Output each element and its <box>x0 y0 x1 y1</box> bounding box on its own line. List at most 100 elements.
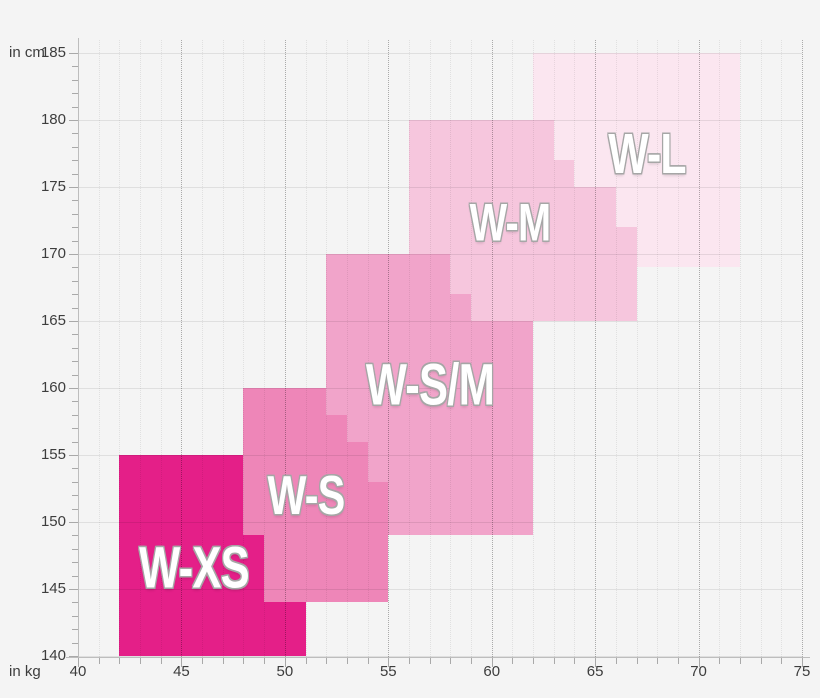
y-axis-tick <box>72 347 78 349</box>
x-axis-tick <box>264 658 266 664</box>
y-axis-tick <box>72 93 78 95</box>
y-axis-tick <box>72 602 78 604</box>
y-axis-tick <box>69 522 78 523</box>
grid-line-v <box>533 40 535 657</box>
x-tick-label: 40 <box>69 663 87 680</box>
y-axis-tick <box>72 280 78 282</box>
y-axis-tick <box>72 334 78 336</box>
grid-line-v <box>677 40 679 657</box>
y-tick-label: 145 <box>40 580 66 597</box>
y-axis-tick <box>72 481 78 483</box>
y-axis-tick <box>72 615 78 617</box>
grid-line-h <box>78 589 802 590</box>
x-axis-tick <box>698 658 700 667</box>
x-axis-tick <box>739 658 741 664</box>
x-axis-tick <box>450 658 452 664</box>
y-axis-tick <box>72 401 78 403</box>
y-axis-tick <box>72 106 78 108</box>
grid-line-v <box>491 40 493 657</box>
y-axis-tick <box>72 361 78 363</box>
grid-line-v <box>760 40 762 657</box>
y-axis-tick <box>69 388 78 389</box>
grid-line-v <box>243 40 245 657</box>
grid-line-v <box>781 40 783 657</box>
y-tick-label: 185 <box>40 44 66 61</box>
y-axis-tick <box>72 428 78 430</box>
y-axis-tick <box>72 133 78 135</box>
grid-line-v <box>553 40 555 657</box>
size-label-w-m: W-M <box>469 193 552 253</box>
x-axis-tick <box>326 658 328 664</box>
y-axis-line <box>78 38 79 657</box>
x-axis-tick <box>98 658 100 664</box>
y-tick-label: 170 <box>40 245 66 262</box>
x-axis-tick <box>615 658 617 664</box>
x-axis-tick <box>243 658 245 664</box>
grid-line-v <box>160 40 162 657</box>
y-axis-tick <box>69 187 78 188</box>
x-axis-tick <box>595 658 597 667</box>
y-axis-tick <box>72 495 78 497</box>
y-axis-tick <box>69 589 78 590</box>
grid-line-v <box>739 40 741 657</box>
x-axis-tick <box>388 658 390 667</box>
y-axis-tick <box>72 441 78 443</box>
grid-line-v <box>512 40 514 657</box>
size-region-w-s <box>243 481 389 603</box>
x-tick-label: 75 <box>793 663 811 680</box>
grid-line-h <box>78 656 802 657</box>
y-axis-tick <box>72 629 78 631</box>
grid-line-v <box>719 40 721 657</box>
grid-line-h <box>78 455 802 456</box>
grid-line-v <box>802 40 803 657</box>
grid-line-v <box>181 40 183 657</box>
x-axis-tick <box>781 658 783 664</box>
grid-line-h <box>78 120 802 121</box>
grid-line-h <box>78 53 802 54</box>
x-axis-tick <box>305 658 307 664</box>
size-region-w-s <box>243 414 347 442</box>
y-axis-tick <box>69 120 78 121</box>
y-tick-label: 160 <box>40 379 66 396</box>
y-axis-tick <box>72 173 78 175</box>
grid-line-h <box>78 254 802 255</box>
y-axis-tick <box>72 307 78 309</box>
size-region-w-s <box>243 388 327 415</box>
x-axis-unit-label: in kg <box>9 663 41 680</box>
x-axis-tick <box>284 658 286 667</box>
size-region-w-m <box>408 120 554 161</box>
y-tick-label: 155 <box>40 446 66 463</box>
grid-line-h <box>78 321 802 322</box>
y-axis-tick <box>72 562 78 564</box>
x-tick-label: 70 <box>690 663 707 680</box>
x-axis-tick <box>533 658 535 664</box>
grid-line-v <box>222 40 224 657</box>
y-tick-label: 180 <box>40 111 66 128</box>
grid-line-v <box>305 40 307 657</box>
y-axis-tick <box>72 414 78 416</box>
x-axis-tick <box>802 658 803 667</box>
x-axis-tick <box>636 658 638 664</box>
y-axis-tick <box>69 254 78 255</box>
grid-line-v <box>140 40 142 657</box>
grid-line-v <box>429 40 431 657</box>
grid-line-v <box>98 40 100 657</box>
size-region-w-s-m <box>326 254 451 295</box>
size-region-w-xs <box>119 455 244 536</box>
x-axis-tick <box>657 658 659 664</box>
x-axis-tick <box>760 658 762 664</box>
x-axis-tick <box>119 658 121 664</box>
y-tick-label: 150 <box>40 513 66 530</box>
size-region-w-m <box>408 187 616 228</box>
x-axis-tick <box>160 658 162 664</box>
y-axis-tick <box>72 200 78 202</box>
x-axis-tick <box>78 658 79 667</box>
y-axis-tick <box>72 575 78 577</box>
x-axis-tick <box>553 658 555 664</box>
grid-line-v <box>326 40 328 657</box>
x-axis-tick <box>574 658 576 664</box>
grid-line-v <box>471 40 473 657</box>
grid-line-v <box>657 40 659 657</box>
size-region-w-xs <box>119 535 265 603</box>
grid-line-v <box>450 40 452 657</box>
